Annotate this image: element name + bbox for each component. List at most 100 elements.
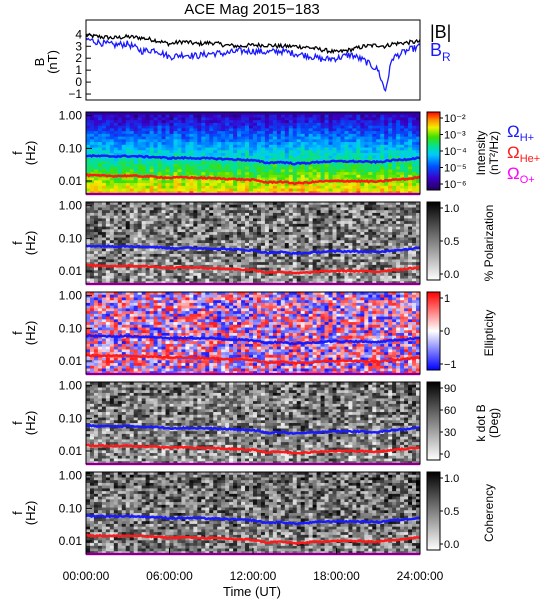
spectrogram-cell — [256, 177, 262, 181]
spectrogram-cell — [404, 169, 409, 173]
spectrogram-cell — [256, 237, 262, 241]
spectrogram-cell — [149, 253, 154, 258]
spectrogram-cell — [97, 142, 103, 146]
spectrogram-cell — [320, 210, 325, 214]
spectrogram-cell — [141, 278, 147, 282]
spectrogram-cell — [372, 212, 377, 217]
spectrogram-cell — [300, 273, 306, 277]
spectrogram-cell — [388, 226, 393, 230]
spectrogram-cell — [249, 136, 254, 140]
spectrogram-cell — [153, 207, 158, 211]
spectrogram-cell — [109, 188, 115, 192]
spectrogram-cell — [141, 256, 147, 260]
spectrogram-cell — [237, 218, 242, 222]
spectrogram-cell — [213, 251, 218, 255]
spectrogram-cell — [272, 147, 278, 151]
spectrogram-cell — [209, 221, 214, 225]
spectrogram-cell — [308, 273, 314, 277]
spectrogram-cell — [86, 112, 91, 116]
spectrogram-cell — [149, 131, 154, 135]
spectrogram-cell — [376, 120, 381, 124]
spectrogram-cell — [137, 177, 143, 181]
spectrogram-cell — [105, 240, 111, 244]
spectrogram-cell — [356, 155, 361, 159]
spectrogram-cell — [117, 142, 123, 146]
spectrogram-cell — [113, 136, 119, 140]
spectrogram-cell — [356, 158, 361, 162]
spectrogram-cell — [372, 232, 377, 236]
spectrogram-cell — [229, 183, 234, 187]
spectrogram-cell — [165, 204, 170, 208]
spectrogram-cell — [209, 150, 214, 154]
spectrogram-cell — [153, 221, 158, 225]
spectrogram-cell — [129, 188, 135, 192]
spectrogram-cell — [86, 210, 91, 214]
spectrogram-cell — [197, 270, 202, 274]
spectrogram-cell — [165, 122, 170, 127]
spectrogram-cell — [105, 142, 111, 146]
spectrogram-cell — [209, 133, 214, 137]
spectrogram-cell — [396, 166, 401, 170]
spectrogram-cell — [316, 210, 321, 214]
spectrogram-cell — [312, 172, 318, 176]
spectrogram-cell — [368, 210, 373, 214]
spectrogram-cell — [149, 223, 154, 227]
spectrogram-cell — [89, 163, 95, 168]
spectrogram-cell — [384, 117, 389, 121]
spectrogram-cell — [177, 234, 182, 238]
spectrogram-cell — [201, 212, 206, 217]
spectrogram-cell — [324, 125, 329, 129]
spectrogram-cell — [125, 207, 131, 211]
spectrogram-cell — [86, 161, 91, 165]
spectrogram-cell — [320, 262, 325, 266]
spectrogram-cell — [125, 120, 131, 124]
spectrogram-cell — [368, 229, 373, 233]
spectrogram-cell — [296, 256, 302, 260]
spectrogram-cell — [292, 223, 298, 227]
spectrogram-cell — [97, 136, 103, 140]
spectrogram-cell — [101, 251, 107, 255]
spectrogram-cell — [280, 150, 286, 154]
spectrogram-cell — [121, 253, 127, 258]
spectrogram-cell — [340, 204, 345, 208]
spectrogram-cell — [396, 210, 401, 214]
spectrogram-cell — [276, 275, 282, 279]
spectrogram-cell — [125, 117, 131, 121]
spectrogram-cell — [221, 218, 226, 222]
spectrogram-cell — [241, 172, 246, 176]
spectrogram-cell — [241, 183, 246, 187]
spectrogram-cell — [205, 245, 210, 249]
spectrogram-cell — [300, 122, 306, 127]
spectrogram-cell — [101, 273, 107, 277]
spectrogram-cell — [125, 262, 131, 266]
spectrogram-cell — [364, 166, 369, 170]
spectrogram-cell — [416, 120, 421, 124]
spectrogram-cell — [189, 150, 194, 154]
spectrogram-cell — [197, 120, 202, 124]
spectrogram-cell — [344, 139, 349, 143]
spectrogram-cell — [332, 133, 337, 137]
spectrogram-cell — [209, 218, 214, 222]
spectrogram-cell — [205, 253, 210, 258]
spectrogram-cell — [193, 215, 198, 219]
spectrogram-cell — [237, 237, 242, 241]
spectrogram-cell — [372, 112, 377, 116]
spectrogram-cell — [308, 232, 314, 236]
spectrogram-cell — [288, 226, 294, 230]
spectrogram-cell — [332, 275, 337, 279]
spectrogram-cell — [113, 114, 119, 118]
spectrogram-cell — [328, 275, 333, 279]
spectrogram-cell — [268, 153, 274, 157]
spectrogram-cell — [129, 278, 135, 282]
spectrogram-cell — [245, 215, 250, 219]
spectrogram-cell — [237, 120, 242, 124]
spectrogram-cell — [169, 218, 174, 222]
spectrogram-cell — [201, 215, 206, 219]
spectrogram-cell — [264, 153, 270, 157]
spectrogram-cell — [137, 243, 143, 247]
spectrogram-cell — [133, 112, 139, 116]
spectrogram-cell — [105, 232, 111, 236]
spectrogram-cell — [280, 275, 286, 279]
spectrogram-cell — [105, 112, 111, 116]
spectrogram-cell — [312, 259, 318, 263]
